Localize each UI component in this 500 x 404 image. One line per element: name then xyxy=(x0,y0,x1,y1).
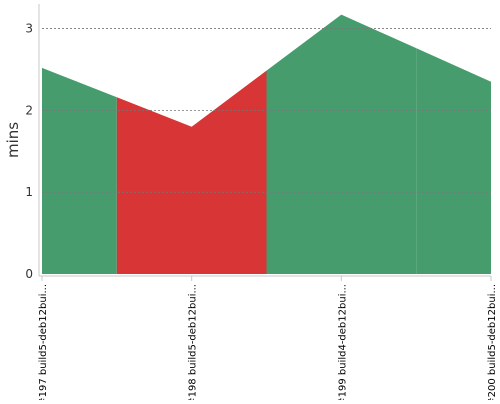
y-tick-label-0: 0 xyxy=(25,267,33,281)
area-region-1-success xyxy=(42,67,117,275)
x-tick-label-2: #198 build5-deb12bui... xyxy=(188,284,199,400)
x-tick-label-3: #199 build4-deb12bui... xyxy=(337,284,348,400)
x-tick-label-4: #200 build5-deb12bui... xyxy=(487,284,498,400)
x-tick-label-1: #197 build5-deb12bui... xyxy=(38,284,49,400)
y-tick-label-3: 3 xyxy=(25,22,33,36)
area-layer xyxy=(42,14,491,275)
area-region-2-failure xyxy=(116,70,267,274)
y-axis-label: mins xyxy=(4,122,22,158)
y-tick-label-2: 2 xyxy=(25,103,33,117)
grid-layer xyxy=(42,28,491,193)
area-region-3-success xyxy=(266,14,417,275)
y-tick-label-1: 1 xyxy=(25,185,33,199)
axis-layer: 0 1 2 3 #197 build5-deb12bui... #198 build5-d… xyxy=(25,4,498,404)
area-region-4-success xyxy=(416,48,491,274)
